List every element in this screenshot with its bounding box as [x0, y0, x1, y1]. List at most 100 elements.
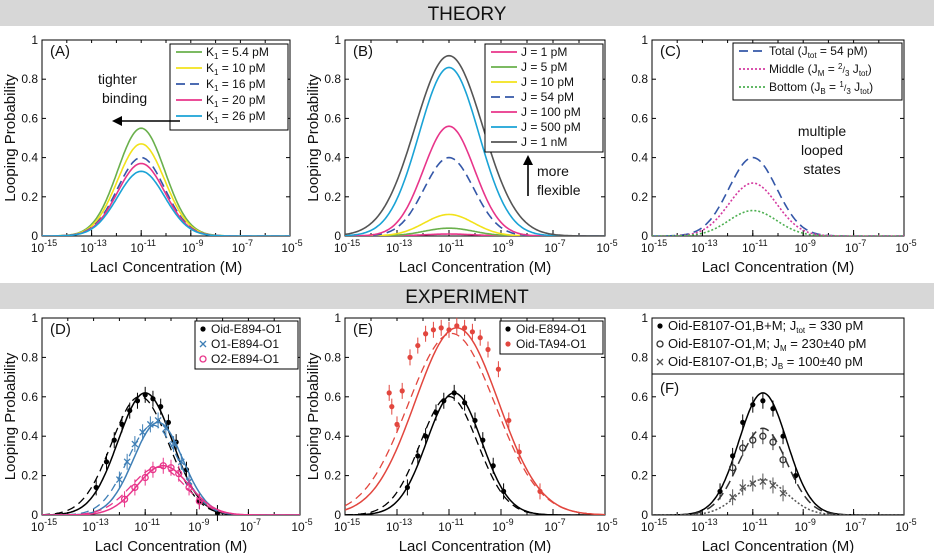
x-tick-exponent: -11	[755, 517, 767, 527]
y-tick-label: 0.4	[631, 429, 648, 443]
legend-text-part: Oid-TA94-O1	[516, 337, 587, 351]
series-curve-3	[652, 209, 904, 236]
legend-text-part: O1-E894-O1	[211, 337, 279, 351]
data-point	[469, 329, 475, 335]
data-point	[451, 390, 457, 396]
legend-text-part: Oid-E8107-O1,M; J	[668, 336, 780, 351]
y-tick-label: 0.8	[324, 72, 341, 86]
data-point	[739, 483, 747, 491]
data-point	[150, 396, 156, 402]
y-tick-label: 0.4	[324, 429, 341, 443]
x-axis-label: LacI Concentration (M)	[399, 259, 552, 276]
data-point	[759, 432, 767, 440]
y-axis-label: Looping Probability	[305, 74, 322, 202]
data-point	[729, 493, 737, 501]
legend-text-part: = 54 pM)	[817, 44, 868, 58]
legend-text-part: /	[843, 65, 846, 75]
series-curve-1	[652, 156, 904, 236]
x-tick-label: 10-5	[895, 517, 916, 534]
x-tick-exponent: -9	[506, 238, 514, 248]
legend-label: J = 500 pM	[521, 120, 581, 134]
x-tick-exponent: -7	[858, 517, 866, 527]
data-point	[779, 489, 787, 497]
y-tick-label: 0.4	[21, 151, 38, 165]
x-tick-label: 10-7	[845, 517, 866, 534]
legend-text-part: K	[206, 93, 214, 107]
panel-d: 0 0.2 0.4 0.6 0.8 1 10-15 10-13 10-11 10-9 10-7 10-…	[2, 311, 313, 555]
x-axis-label: LacI Concentration (M)	[90, 259, 243, 276]
x-tick-label: 10-11	[134, 517, 160, 534]
series-fit-dashed-1	[345, 395, 605, 515]
x-tick-label: 10-11	[130, 238, 156, 255]
x-tick-exponent: -11	[452, 238, 464, 248]
data-point	[730, 453, 736, 459]
data-point	[516, 449, 522, 455]
legend-box	[651, 317, 905, 375]
series-curve-4	[345, 156, 605, 236]
legend-text-part: /	[844, 83, 847, 93]
x-tick-label: 10-15	[31, 238, 57, 255]
legend-text-part: = 20 pM	[218, 93, 265, 107]
data-point	[394, 421, 400, 427]
legend-text-part: K	[206, 77, 214, 91]
data-point	[185, 483, 193, 492]
legend-text-part: =	[824, 62, 838, 76]
data-point	[149, 466, 157, 474]
y-tick-label: 0.8	[324, 350, 341, 364]
legend-text-part: Middle (J	[769, 62, 818, 76]
legend-text-part: tot	[796, 326, 806, 335]
y-tick-label: 1	[31, 311, 38, 325]
legend-label: K1 = 26 pM	[206, 109, 266, 125]
y-tick-label: 0.4	[21, 429, 38, 443]
annotation-text: flexible	[537, 182, 581, 198]
x-tick-label: 10-5	[291, 517, 312, 534]
data-point	[769, 481, 777, 489]
series-curve-2	[652, 182, 904, 236]
x-tick-exponent: -7	[245, 238, 253, 248]
y-tick-label: 0.2	[324, 190, 341, 204]
panel-e: 0 0.2 0.4 0.6 0.8 1 10-15 10-13 10-11 10-9 10-7 10-…	[305, 311, 618, 555]
legend-text-part: B	[778, 362, 783, 371]
x-tick-exponent: -15	[654, 238, 667, 248]
series-curve-5	[42, 170, 290, 236]
legend-text-part: O2-E894-O1	[211, 352, 279, 366]
y-axis-label: Looping Probability	[305, 352, 322, 480]
data-point	[141, 473, 149, 482]
series-fit-dashed-2	[42, 424, 300, 515]
theory-title: THEORY	[428, 4, 507, 25]
data-point	[779, 456, 787, 464]
legend-label: O2-E894-O1	[211, 352, 279, 366]
legend-text-part: 1	[214, 84, 219, 93]
data-point	[490, 463, 496, 469]
x-tick-label: 10-5	[596, 238, 617, 255]
x-tick-exponent: -13	[399, 238, 412, 248]
y-tick-label: 1	[334, 33, 341, 47]
legend-text-part: J = 1 pM	[521, 45, 567, 59]
legend-label: K1 = 5.4 pM	[206, 45, 269, 61]
data-point	[537, 488, 543, 494]
data-point	[415, 342, 421, 349]
legend-text-part: J = 500 pM	[521, 120, 581, 134]
data-point	[495, 366, 501, 372]
data-point	[158, 404, 164, 410]
experiment-banner	[0, 283, 934, 309]
data-point	[770, 406, 776, 412]
data-point	[454, 323, 460, 329]
legend-text-part: =	[826, 80, 840, 94]
data-point	[441, 398, 447, 404]
y-tick-label: 0.2	[21, 469, 38, 483]
y-tick-label: 0	[31, 229, 38, 243]
data-point	[462, 400, 468, 406]
annotation-text: looped	[801, 142, 843, 158]
x-tick-label: 10-15	[31, 517, 57, 534]
data-point	[717, 488, 723, 494]
legend-label: J = 54 pM	[521, 90, 574, 104]
legend-label: O1-E894-O1	[211, 337, 279, 351]
data-point	[430, 327, 436, 333]
data-point	[159, 462, 167, 470]
y-tick-label: 0.6	[21, 390, 38, 404]
x-tick-exponent: -15	[44, 517, 57, 527]
legend-text-part: 2	[838, 62, 843, 71]
x-tick-exponent: -5	[305, 517, 313, 527]
